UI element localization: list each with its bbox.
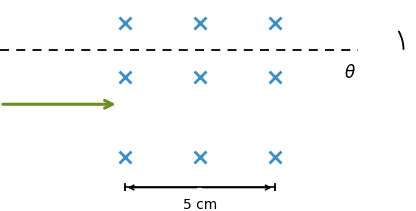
Text: 5 cm: 5 cm	[183, 198, 217, 211]
Text: θ: θ	[344, 64, 354, 82]
